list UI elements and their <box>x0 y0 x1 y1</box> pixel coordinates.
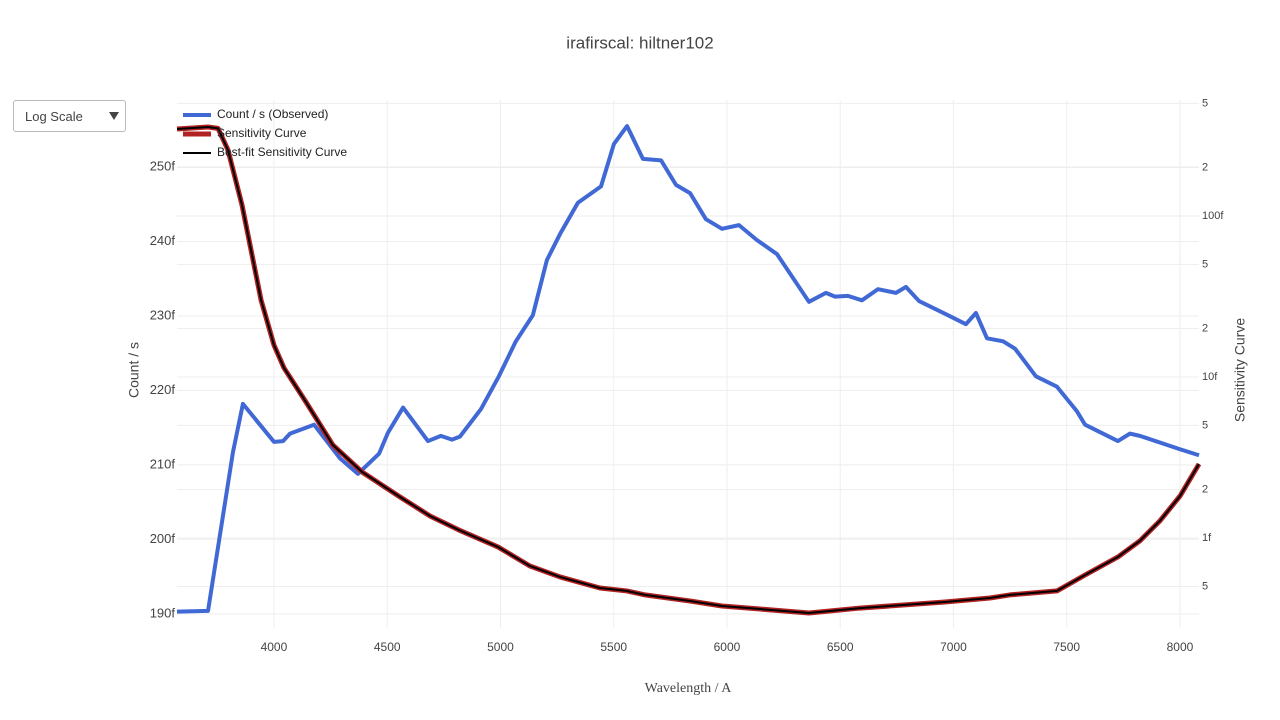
dropdown-arrow <box>109 112 119 120</box>
y-tick-label: 250f <box>150 158 176 173</box>
y-tick-label: 200f <box>150 531 176 546</box>
x-tick-label: 6500 <box>827 640 854 654</box>
y-tick-label: 210f <box>150 456 176 471</box>
y-tick-label: 240f <box>150 233 176 248</box>
legend-label: Count / s (Observed) <box>217 107 328 121</box>
y2-tick-label: 1f <box>1202 532 1212 544</box>
y2-tick-label: 100f <box>1202 210 1224 222</box>
x-tick-label: 5000 <box>487 640 514 654</box>
x-tick-label: 5500 <box>600 640 627 654</box>
y2-tick-label: 5 <box>1202 419 1208 431</box>
y-tick-label: 220f <box>150 382 176 397</box>
y2-tick-label: 2 <box>1202 161 1208 173</box>
x-tick-label: 7500 <box>1053 640 1080 654</box>
y2-tick-label: 5 <box>1202 258 1208 270</box>
y2-tick-label: 2 <box>1202 322 1208 334</box>
x-tick-label: 6000 <box>714 640 741 654</box>
scale-dropdown[interactable]: Log Scale <box>13 100 126 132</box>
x-tick-label: 4500 <box>374 640 401 654</box>
x-tick-label: 8000 <box>1167 640 1194 654</box>
data-line <box>176 124 1200 614</box>
x-tick-label: 4000 <box>261 640 288 654</box>
y-tick-label: 230f <box>150 307 176 322</box>
chart-title: irafirscal: hiltner102 <box>566 33 713 52</box>
x-tick-label: 7000 <box>940 640 967 654</box>
data-line <box>176 124 1202 616</box>
data-line <box>176 125 1200 615</box>
y-axis-title: Count / s <box>126 342 142 398</box>
y2-tick-label: 5 <box>1202 580 1208 592</box>
y2-tick-label: 5 <box>1202 97 1208 109</box>
legend-label: Best-fit Sensitivity Curve <box>217 145 347 159</box>
y2-tick-label: 2 <box>1202 483 1208 495</box>
y2-tick-label: 10f <box>1202 371 1218 383</box>
y2-axis-title: Sensitivity Curve <box>1232 318 1248 422</box>
dropdown-label: Log Scale <box>25 109 83 124</box>
x-axis-title: Wavelength / A <box>645 681 733 696</box>
legend-label: Sensitivity Curve <box>217 126 307 140</box>
y-tick-label: 190f <box>150 605 176 620</box>
